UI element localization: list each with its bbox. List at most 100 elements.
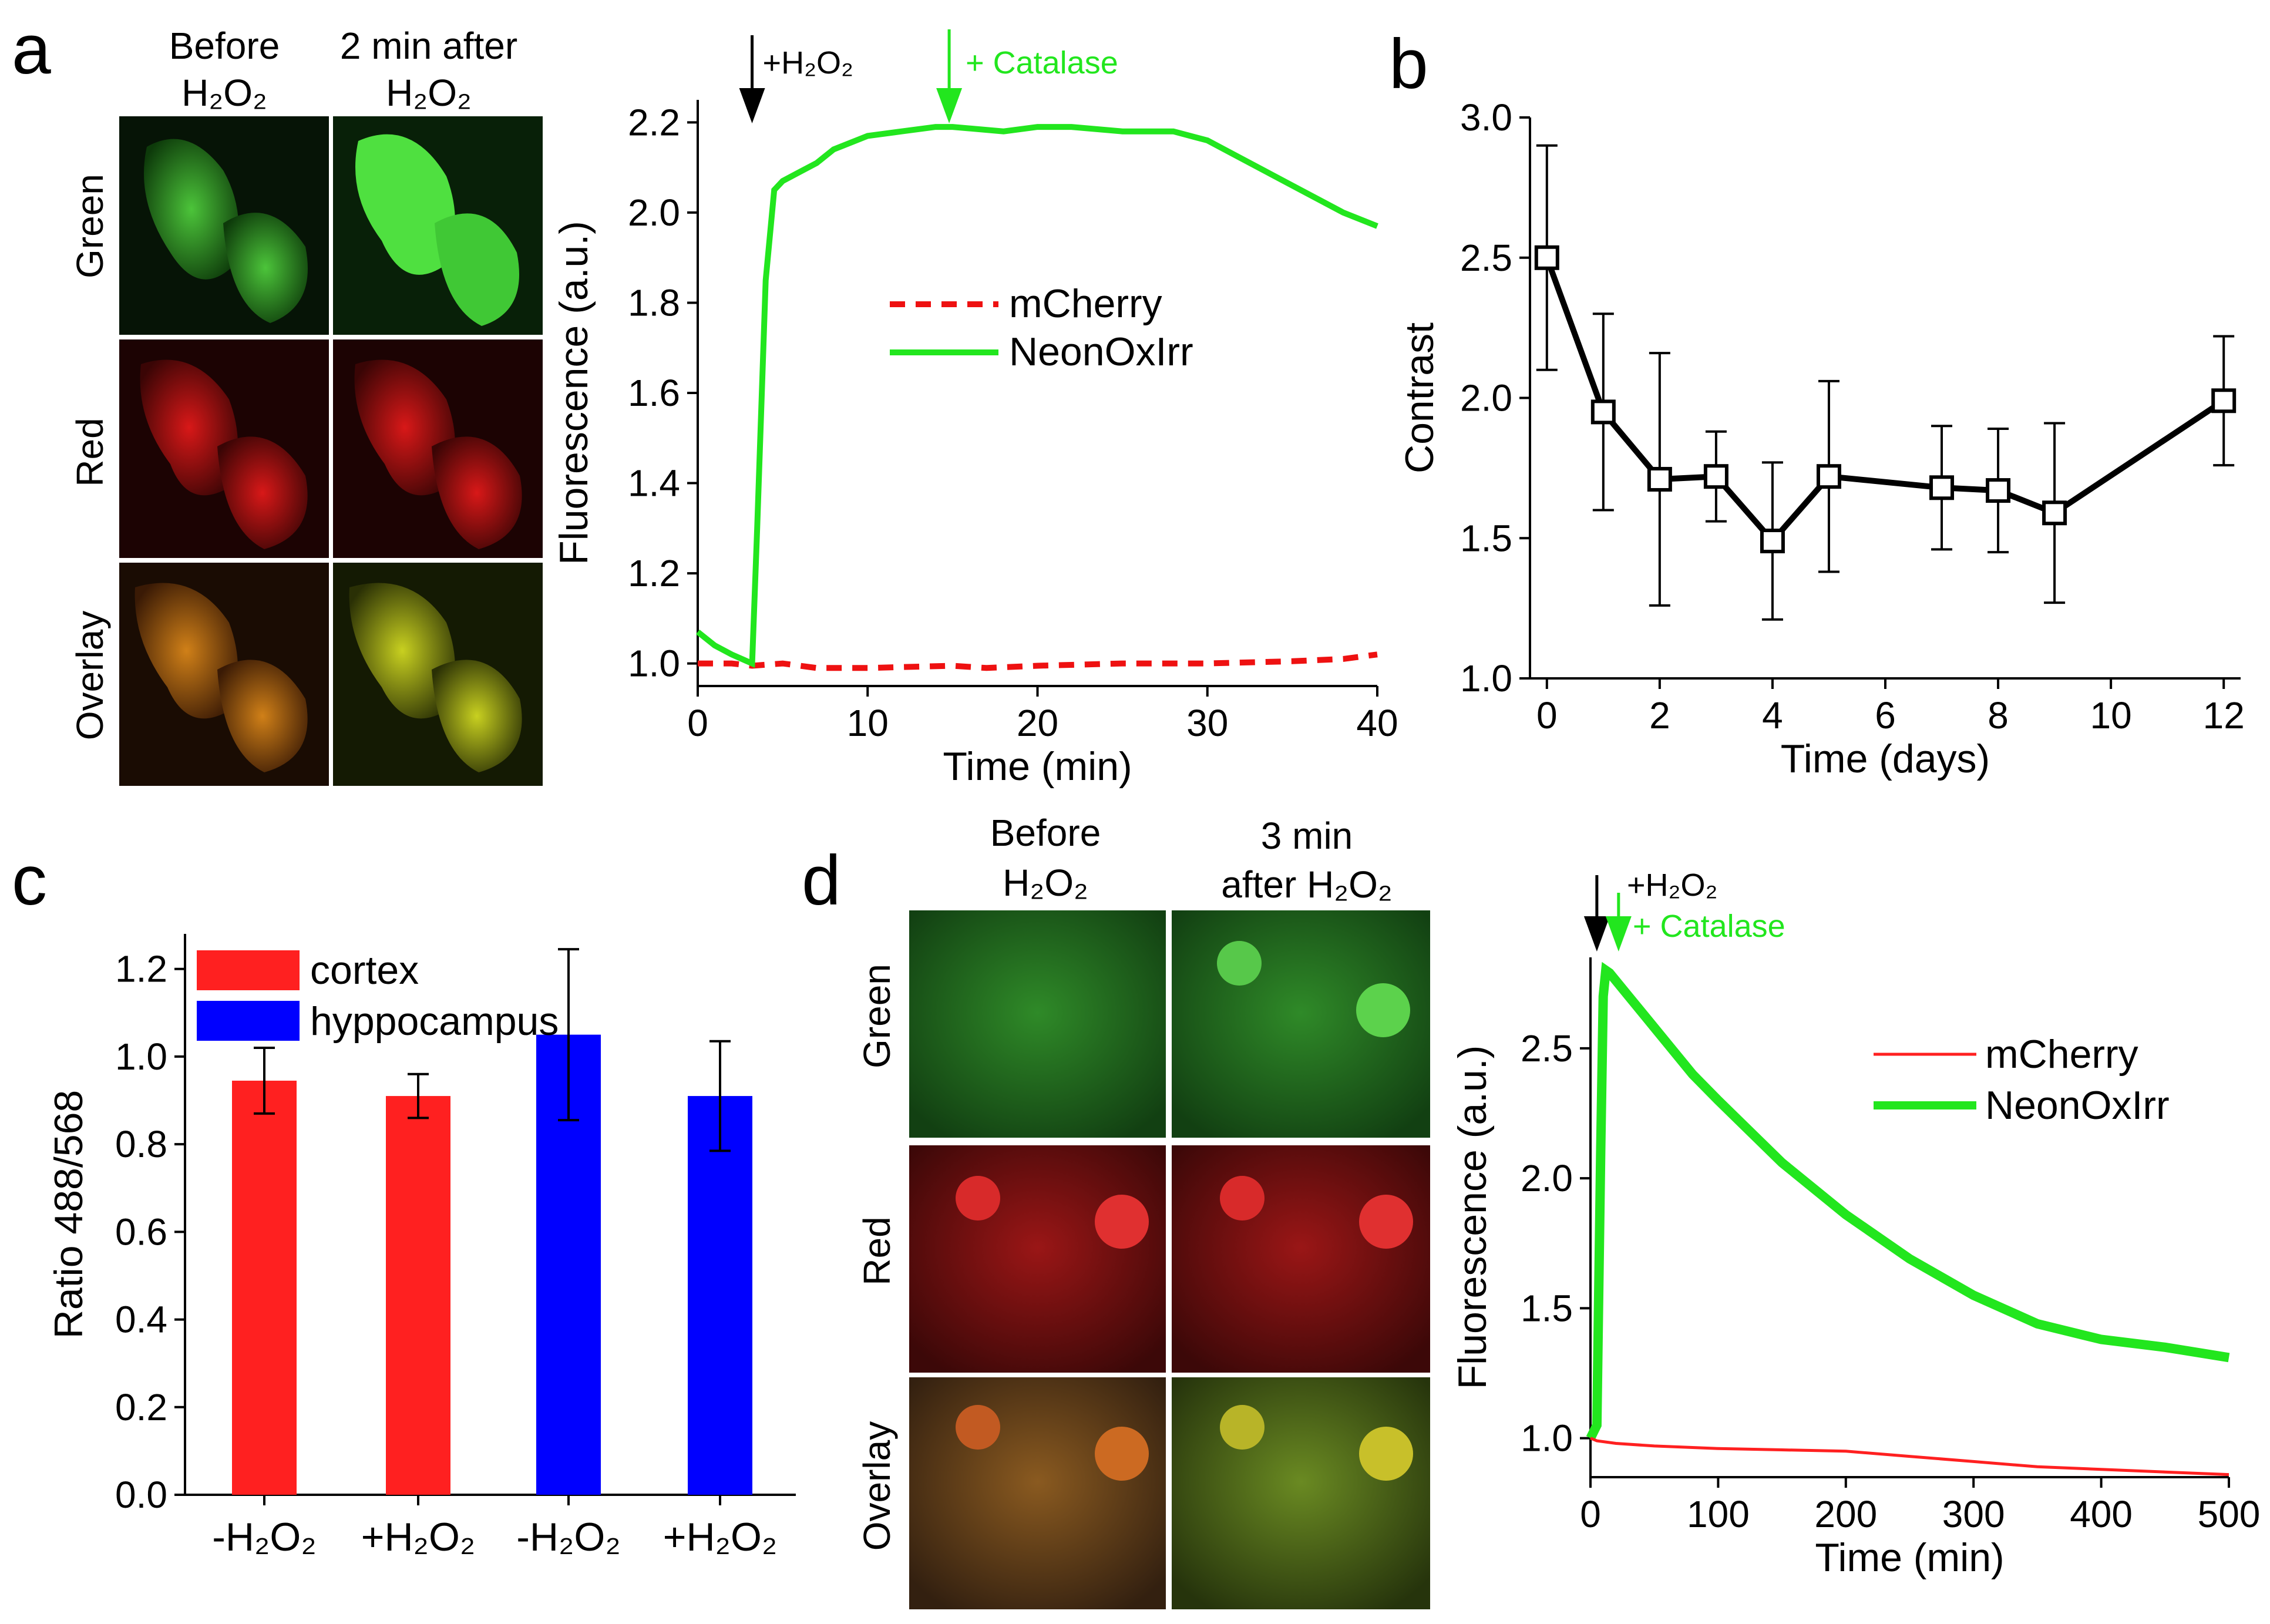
x-tick-label: 12 [2203,694,2245,737]
a-cell [355,134,455,275]
arrow-catalase-head [936,88,963,123]
legend-neonoxirr-label: NeonOxIrr [1009,329,1193,374]
series-neonoxirr-line [695,124,1378,668]
a-cell [217,660,308,772]
x-tick-label: 10 [847,702,889,744]
x-tick-label: 30 [1186,702,1228,744]
series-neonoxirr-line [1586,961,2230,1441]
a-col1-line2: H₂O₂ [181,72,267,114]
chart-a: 0 10 20 30 40 1.0 1.2 1.4 1.6 1.8 2.0 2.2 Time (min)… [551,29,1398,789]
annotation-catalase: + Catalase [966,45,1118,80]
d-row-overlay: Overlay [856,1421,898,1551]
a-row-red: Red [69,418,111,486]
x-category-label: +H₂O₂ [361,1515,476,1559]
panel-label-c: c [12,841,47,920]
y-tick-label: 1.0 [115,1035,167,1078]
d-cell [1359,1427,1413,1481]
x-category-label: +H₂O₂ [663,1515,778,1559]
y-tick-label: 0.8 [115,1123,167,1165]
y-tick-label: 1.8 [628,281,680,324]
chart-d: 0 100 200 300 400 500 1.0 1.5 2.0 2.5 Time (min) Fl… [1450,868,2260,1580]
data-point-marker [1986,478,2011,503]
x-tick-label: 100 [1687,1493,1750,1535]
y-tick-label: 1.0 [628,643,680,685]
legend-cortex-label: cortex [310,948,419,993]
y-tick-label: 0.4 [115,1299,167,1341]
a-col2-line1: 2 min after [340,25,517,67]
y-tick-label: 1.0 [1460,657,1512,700]
micrographs-a: Before H₂O₂ 2 min after H₂O₂ Green Red O… [69,25,543,786]
legend-mcherry-label: mCherry [1009,281,1162,326]
a-cell [140,359,238,496]
annotation-catalase: + Catalase [1633,909,1785,944]
a-cell [349,583,455,719]
micrographs-d: Before H₂O₂ 3 min after H₂O₂ Green Red O… [856,812,1430,1609]
x-tick-label: 6 [1875,694,1896,737]
a-row-green: Green [69,174,111,278]
y-tick-label: 1.2 [628,552,680,594]
y-tick-label: 2.2 [628,101,680,143]
x-category-label: -H₂O₂ [516,1515,620,1559]
x-tick-label: 8 [1987,694,2009,737]
bar-cortex [232,1080,297,1495]
d-cell [956,1405,1000,1450]
panel-label-b: b [1389,25,1428,103]
d-cell [956,1176,1000,1220]
x-tick-label: 2 [1649,694,1670,737]
d-col2-line2: after H₂O₂ [1221,863,1393,906]
x-tick-label: 40 [1356,702,1398,744]
y-tick-label: 2.0 [1460,377,1512,419]
chart-b: 0 2 4 6 8 10 12 1.0 1.5 2.0 2.5 3.0 Time (days) Contr… [1397,96,2245,781]
x-axis-title: Time (days) [1781,737,1990,781]
a-cell [134,583,238,719]
d-cell [1356,983,1410,1037]
series-contrast-line [1544,257,2225,546]
data-point-marker [1590,399,1616,425]
chart-c: 0.0 0.2 0.4 0.6 0.8 1.0 1.2 Ratio 488/568 -H₂O₂ +… [46,934,796,1559]
bar-hyppocampus [688,1096,752,1495]
data-point-marker [1760,529,1785,554]
a-cell [354,359,455,496]
legend-cortex-swatch [197,950,300,990]
data-point-marker [1816,464,1841,489]
y-axis-title: Ratio 488/568 [46,1090,91,1339]
a-cell [435,213,519,326]
d-col1-line1: Before [990,812,1101,854]
y-axis-title: Fluorescence (a.u.) [1450,1045,1495,1390]
d-img-red-after [1172,1145,1430,1373]
d-row-red: Red [856,1216,898,1285]
y-tick-label: 2.5 [1521,1027,1573,1070]
data-point-marker [1647,466,1672,492]
a-cell [144,139,239,280]
d-img-overlay-before [909,1377,1166,1609]
x-axis-title: Time (min) [943,744,1132,789]
data-point-marker [1703,464,1728,489]
arrow-h2o2-head [1583,916,1610,951]
series-mcherry-line [698,651,1378,671]
data-point-marker [1929,475,1955,500]
x-tick-label: 20 [1017,702,1058,744]
y-tick-label: 0.6 [115,1211,167,1253]
a-cell [432,660,522,772]
a-row-overlay: Overlay [69,611,111,741]
a-cell [217,436,308,549]
y-tick-label: 2.5 [1460,237,1512,279]
x-tick-label: 0 [1536,694,1558,737]
y-tick-label: 1.5 [1521,1287,1573,1329]
d-cell [1217,941,1262,986]
a-cell [432,436,522,549]
x-tick-label: 500 [2198,1493,2261,1535]
d-col1-line2: H₂O₂ [1003,862,1088,904]
d-cell [1220,1405,1265,1450]
y-tick-label: 1.5 [1460,517,1512,559]
x-tick-label: 4 [1762,694,1783,737]
y-tick-label: 1.2 [115,948,167,990]
panel-label-d: d [802,841,841,920]
data-point-marker [1534,245,1559,270]
d-cell [1095,1195,1149,1249]
data-point-marker [2042,500,2067,526]
d-cell [1220,1176,1265,1220]
x-tick-label: 300 [1942,1493,2005,1535]
x-tick-label: 0 [687,702,708,744]
